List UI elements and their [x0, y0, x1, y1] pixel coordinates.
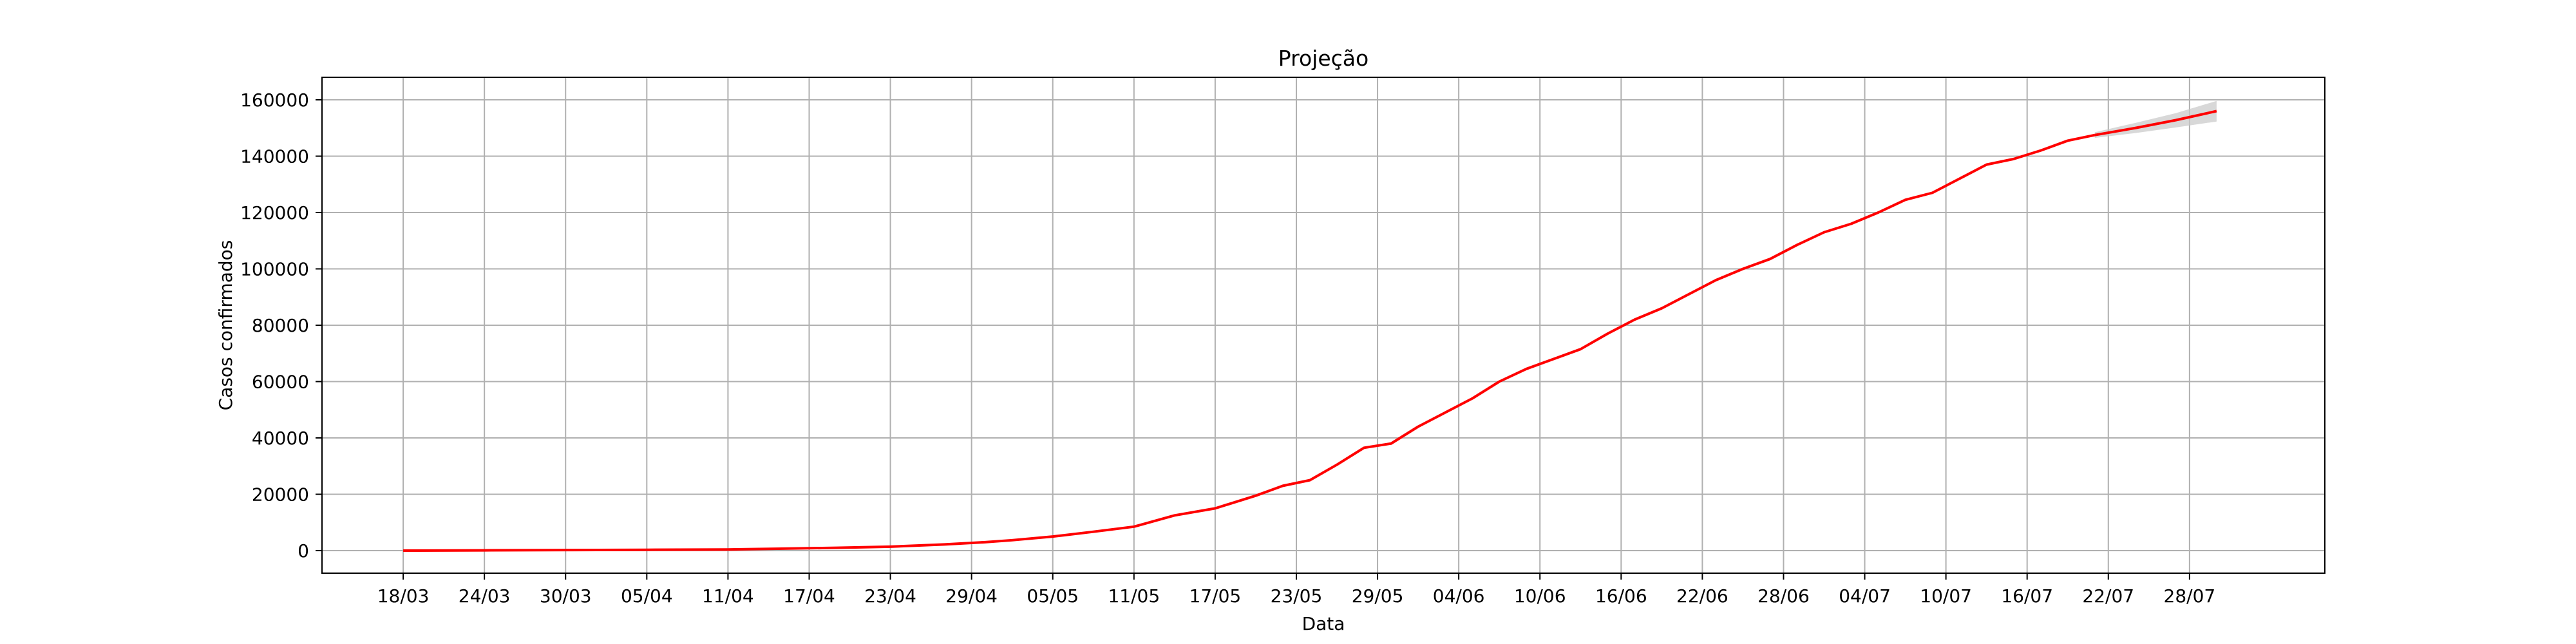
x-tick-label: 23/05	[1271, 585, 1323, 607]
x-tick-label: 17/05	[1189, 585, 1242, 607]
x-axis-ticks: 18/03 24/03 30/03 05/04 11/04 17/04 23/04 29/04…	[377, 573, 2215, 607]
y-tick-label: 160000	[240, 90, 309, 111]
y-axis-label: Casos confirmados	[215, 240, 236, 411]
x-tick-label: 28/07	[2164, 585, 2216, 607]
y-tick-label: 0	[298, 540, 309, 562]
x-tick-label: 22/07	[2082, 585, 2134, 607]
x-tick-label: 30/03	[540, 585, 592, 607]
y-tick-label: 140000	[240, 146, 309, 167]
y-tick-label: 100000	[240, 259, 309, 280]
x-tick-label: 24/03	[459, 585, 511, 607]
y-tick-label: 120000	[240, 202, 309, 223]
x-axis-label: Data	[1302, 613, 1345, 634]
x-tick-label: 16/07	[2001, 585, 2053, 607]
x-tick-label: 10/06	[1514, 585, 1566, 607]
x-tick-label: 29/04	[945, 585, 998, 607]
y-tick-label: 80000	[252, 315, 309, 336]
x-tick-label: 11/05	[1108, 585, 1160, 607]
x-tick-label: 10/07	[1920, 585, 1972, 607]
y-axis-ticks: 0 20000 40000 60000 80000 100000 120000 140000 1…	[240, 90, 322, 562]
x-tick-label: 17/04	[783, 585, 835, 607]
y-tick-label: 20000	[252, 484, 309, 506]
y-tick-label: 60000	[252, 372, 309, 393]
x-tick-label: 11/04	[702, 585, 754, 607]
grid	[322, 77, 2325, 573]
x-tick-label: 22/06	[1676, 585, 1728, 607]
confirmed-cases-line	[403, 133, 2096, 552]
chart-title: Projeção	[1278, 46, 1368, 71]
x-tick-label: 29/05	[1352, 585, 1404, 607]
x-tick-label: 18/03	[377, 585, 430, 607]
projection-line	[2094, 109, 2217, 137]
x-tick-label: 04/07	[1839, 585, 1891, 607]
x-tick-label: 05/04	[621, 585, 673, 607]
x-tick-label: 23/04	[864, 585, 916, 607]
series-layer	[403, 109, 2217, 552]
x-tick-label: 28/06	[1757, 585, 1810, 607]
y-tick-label: 40000	[252, 428, 309, 449]
x-tick-label: 05/05	[1027, 585, 1079, 607]
x-tick-label: 04/06	[1433, 585, 1485, 607]
x-tick-label: 16/06	[1595, 585, 1647, 607]
